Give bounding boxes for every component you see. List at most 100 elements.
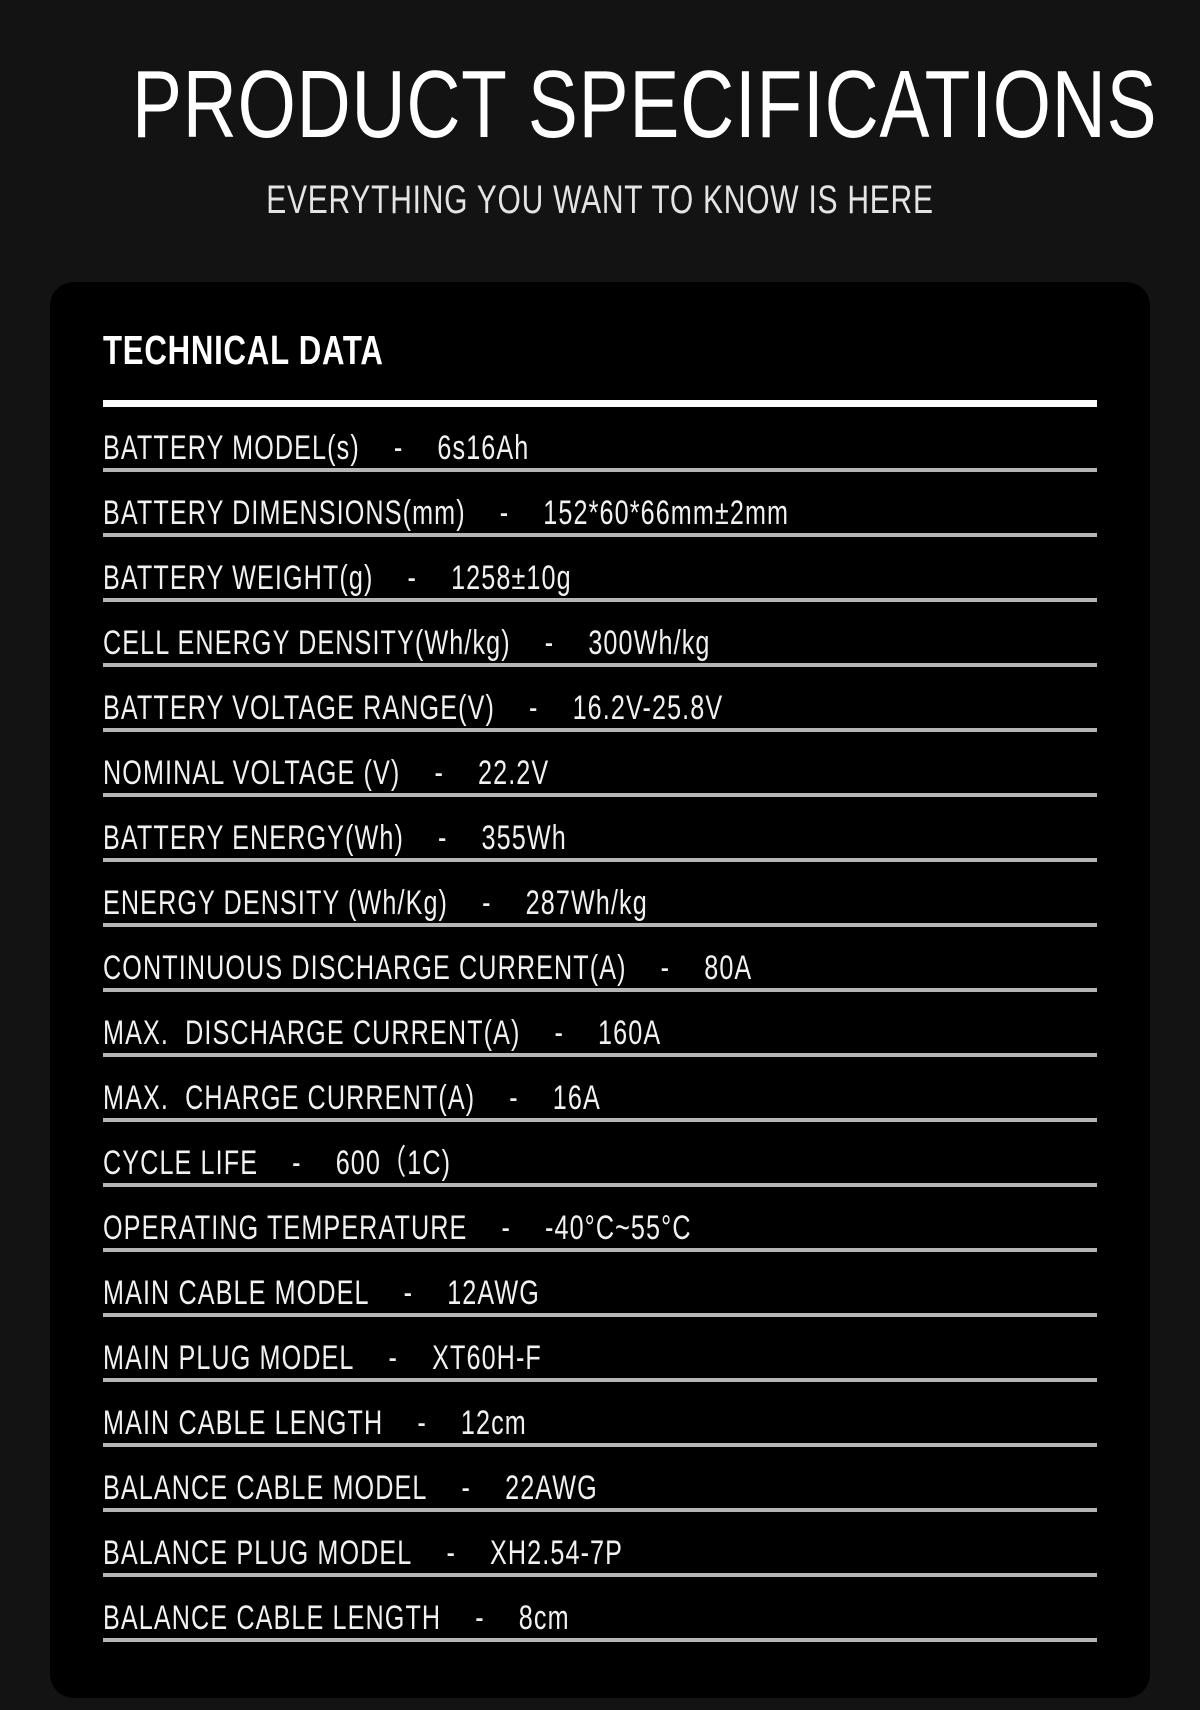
spec-dash: - xyxy=(393,428,404,467)
spec-dash: - xyxy=(461,1468,472,1507)
spec-label: BATTERY MODEL(s) xyxy=(103,428,360,467)
spec-row: BATTERY DIMENSIONS(mm) - 152*60*66mm±2mm xyxy=(103,472,1097,537)
spec-label: BATTERY DIMENSIONS(mm) xyxy=(103,493,466,532)
spec-value: 80A xyxy=(704,948,753,987)
spec-dash: - xyxy=(509,1078,519,1117)
spec-row-inner: BALANCE PLUG MODEL - XH2.54-7P xyxy=(103,1536,839,1570)
spec-row: OPERATING TEMPERATURE - -40°C~55°C xyxy=(103,1187,1097,1252)
spec-value: 300Wh/kg xyxy=(588,623,711,662)
spec-row-inner: CONTINUOUS DISCHARGE CURRENT(A) - 80A xyxy=(103,951,839,985)
spec-row-inner: MAIN CABLE LENGTH - 12cm xyxy=(103,1406,839,1440)
page-header: PRODUCT SPECIFICATIONS EVERYTHING YOU WA… xyxy=(0,52,1200,224)
spec-row-inner: ENERGY DENSITY (Wh/Kg) - 287Wh/kg xyxy=(103,886,839,920)
spec-row: MAX. DISCHARGE CURRENT(A) - 160A xyxy=(103,992,1097,1057)
spec-dash: - xyxy=(403,1273,414,1312)
spec-row-inner: MAX. CHARGE CURRENT(A) - 16A xyxy=(103,1081,839,1115)
spec-label: BATTERY VOLTAGE RANGE(V) xyxy=(103,688,496,727)
spec-value: 160A xyxy=(598,1013,662,1052)
spec-row-inner: CYCLE LIFE - 600（1C) xyxy=(103,1146,839,1180)
spec-dash: - xyxy=(501,1208,511,1247)
spec-row-inner: MAX. DISCHARGE CURRENT(A) - 160A xyxy=(103,1016,839,1050)
spec-dash: - xyxy=(499,493,510,532)
spec-dash: - xyxy=(554,1013,564,1052)
spec-row: ENERGY DENSITY (Wh/Kg) - 287Wh/kg xyxy=(103,862,1097,927)
spec-dash: - xyxy=(446,1533,456,1572)
spec-label: BATTERY ENERGY(Wh) xyxy=(103,818,404,857)
spec-row: CONTINUOUS DISCHARGE CURRENT(A) - 80A xyxy=(103,927,1097,992)
spec-row-inner: BATTERY DIMENSIONS(mm) - 152*60*66mm±2mm xyxy=(103,496,839,530)
spec-dash: - xyxy=(417,1403,427,1442)
spec-row: MAIN CABLE MODEL - 12AWG xyxy=(103,1252,1097,1317)
spec-label: ENERGY DENSITY (Wh/Kg) xyxy=(103,883,449,922)
spec-dash: - xyxy=(482,883,492,922)
spec-row-inner: CELL ENERGY DENSITY(Wh/kg) - 300Wh/kg xyxy=(103,626,839,660)
spec-row: BATTERY VOLTAGE RANGE(V) - 16.2V-25.8V xyxy=(103,667,1097,732)
spec-row-inner: OPERATING TEMPERATURE - -40°C~55°C xyxy=(103,1211,839,1245)
spec-label: BALANCE CABLE MODEL xyxy=(103,1468,428,1507)
spec-row: CELL ENERGY DENSITY(Wh/kg) - 300Wh/kg xyxy=(103,602,1097,667)
spec-dash: - xyxy=(407,558,418,597)
spec-dash: - xyxy=(438,818,448,857)
spec-value: 1258±10g xyxy=(451,558,572,597)
spec-dash: - xyxy=(660,948,671,987)
spec-dash: - xyxy=(529,688,539,727)
spec-label: MAX. DISCHARGE CURRENT(A) xyxy=(103,1013,521,1052)
spec-row-inner: BATTERY WEIGHT(g) - 1258±10g xyxy=(103,561,839,595)
spec-value: XH2.54-7P xyxy=(489,1533,624,1572)
spec-value: 16A xyxy=(552,1078,601,1117)
spec-row-inner: BATTERY MODEL(s) - 6s16Ah xyxy=(103,431,839,465)
spec-row: MAIN CABLE LENGTH - 12cm xyxy=(103,1382,1097,1447)
spec-row: BALANCE CABLE LENGTH - 8cm xyxy=(103,1577,1097,1642)
spec-row: NOMINAL VOLTAGE (V) - 22.2V xyxy=(103,732,1097,797)
page-subtitle: EVERYTHING YOU WANT TO KNOW IS HERE xyxy=(266,177,934,222)
panel-heading: TECHNICAL DATA xyxy=(103,326,384,373)
spec-value: 22AWG xyxy=(505,1468,598,1507)
spec-value: XT60H-F xyxy=(432,1338,542,1377)
spec-label: NOMINAL VOLTAGE (V) xyxy=(103,753,401,792)
spec-label: MAIN PLUG MODEL xyxy=(103,1338,355,1377)
spec-label: MAX. CHARGE CURRENT(A) xyxy=(103,1078,476,1117)
spec-row: BATTERY MODEL(s) - 6s16Ah xyxy=(103,407,1097,472)
spec-value: 22.2V xyxy=(477,753,550,792)
spec-dash: - xyxy=(388,1338,399,1377)
technical-data-panel: TECHNICAL DATA BATTERY MODEL(s) - 6s16Ah… xyxy=(50,281,1150,1698)
spec-dash: - xyxy=(475,1598,485,1637)
spec-label: MAIN CABLE MODEL xyxy=(103,1273,370,1312)
spec-row-inner: MAIN CABLE MODEL - 12AWG xyxy=(103,1276,839,1310)
spec-row-inner: BALANCE CABLE LENGTH - 8cm xyxy=(103,1601,839,1635)
spec-value: 600（1C) xyxy=(335,1143,452,1182)
spec-value: 12AWG xyxy=(447,1273,540,1312)
spec-row: MAIN PLUG MODEL - XT60H-F xyxy=(103,1317,1097,1382)
spec-row: BATTERY ENERGY(Wh) - 355Wh xyxy=(103,797,1097,862)
spec-row-inner: BALANCE CABLE MODEL - 22AWG xyxy=(103,1471,839,1505)
spec-table: BATTERY MODEL(s) - 6s16Ah BATTERY DIMENS… xyxy=(103,407,1097,1642)
spec-row: CYCLE LIFE - 600（1C) xyxy=(103,1122,1097,1187)
page-title: PRODUCT SPECIFICATIONS xyxy=(132,51,1158,158)
spec-label: CONTINUOUS DISCHARGE CURRENT(A) xyxy=(103,948,627,987)
spec-row: BATTERY WEIGHT(g) - 1258±10g xyxy=(103,537,1097,602)
spec-row-inner: MAIN PLUG MODEL - XT60H-F xyxy=(103,1341,839,1375)
spec-value: 8cm xyxy=(518,1598,570,1637)
spec-value: 16.2V-25.8V xyxy=(572,688,724,727)
spec-label: CYCLE LIFE xyxy=(103,1143,259,1182)
heading-divider xyxy=(103,399,1097,407)
spec-dash: - xyxy=(292,1143,302,1182)
spec-value: 355Wh xyxy=(481,818,567,857)
spec-row: MAX. CHARGE CURRENT(A) - 16A xyxy=(103,1057,1097,1122)
spec-row-inner: NOMINAL VOLTAGE (V) - 22.2V xyxy=(103,756,839,790)
spec-value: 12cm xyxy=(460,1403,527,1442)
spec-value: 287Wh/kg xyxy=(525,883,648,922)
spec-label: BALANCE CABLE LENGTH xyxy=(103,1598,442,1637)
spec-label: OPERATING TEMPERATURE xyxy=(103,1208,468,1247)
spec-row: BALANCE PLUG MODEL - XH2.54-7P xyxy=(103,1512,1097,1577)
spec-row-inner: BATTERY ENERGY(Wh) - 355Wh xyxy=(103,821,839,855)
spec-value: 6s16Ah xyxy=(437,428,530,467)
spec-dash: - xyxy=(544,623,555,662)
spec-value: 152*60*66mm±2mm xyxy=(543,493,790,532)
spec-label: BATTERY WEIGHT(g) xyxy=(103,558,374,597)
spec-value: -40°C~55°C xyxy=(544,1208,692,1247)
spec-label: CELL ENERGY DENSITY(Wh/kg) xyxy=(103,623,511,662)
spec-label: BALANCE PLUG MODEL xyxy=(103,1533,413,1572)
spec-label: MAIN CABLE LENGTH xyxy=(103,1403,384,1442)
spec-row: BALANCE CABLE MODEL - 22AWG xyxy=(103,1447,1097,1512)
